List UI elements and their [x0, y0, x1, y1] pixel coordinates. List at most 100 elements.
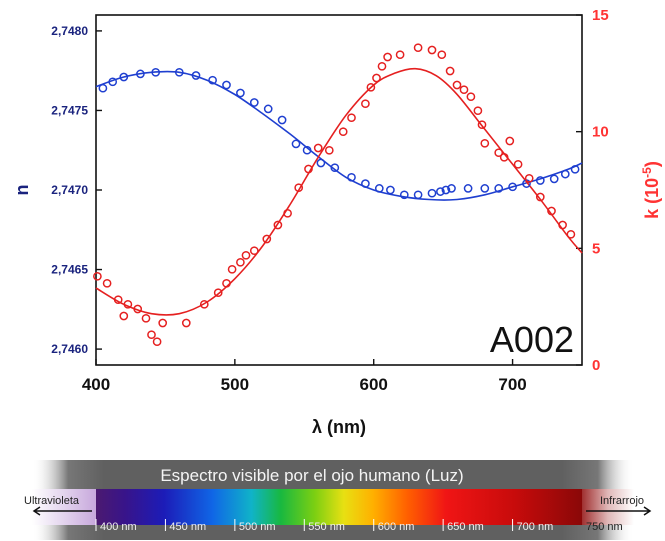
- data-point-n: [374, 184, 384, 193]
- data-point-n: [119, 72, 129, 82]
- data-point-n: [361, 179, 370, 188]
- data-point-n: [399, 190, 409, 200]
- data-point-n: [441, 185, 451, 195]
- data-point-n: [386, 185, 395, 195]
- data-point-n: [151, 67, 161, 77]
- data-point-n: [174, 67, 184, 77]
- data-point-k: [158, 318, 168, 328]
- infrared-label: Infrarrojo: [600, 495, 644, 507]
- infrared-arrow-icon: [586, 506, 652, 516]
- spectrum-wavelength-labels: 400 nm 450 nm 500 nm 550 nm 600 nm 650 nm 700 …: [95, 519, 554, 533]
- spectrum-nm-label: 500 nm: [239, 521, 276, 533]
- data-point-n: [463, 184, 473, 193]
- data-point-k: [377, 61, 387, 71]
- y-left-tick-label: 2,7470: [51, 183, 88, 197]
- data-point-k: [466, 92, 476, 102]
- spectrum-nm-label: 600 nm: [378, 521, 415, 533]
- y-right-title-exp: -5: [640, 167, 654, 178]
- data-point-n: [436, 187, 445, 196]
- y-right-tick-label: 10: [592, 124, 609, 141]
- data-point-n: [191, 71, 201, 80]
- data-point-k: [133, 304, 143, 314]
- x-tick-label: 600: [360, 375, 388, 394]
- data-point-k: [480, 138, 490, 148]
- data-point-k: [427, 45, 437, 55]
- data-point-n: [277, 115, 287, 125]
- data-point-k: [459, 85, 469, 95]
- data-point-n: [347, 172, 356, 182]
- data-markers: [93, 43, 580, 347]
- data-point-n: [236, 88, 245, 98]
- data-point-k: [181, 318, 191, 328]
- data-point-k: [119, 311, 129, 321]
- x-tick-label: 700: [498, 375, 526, 394]
- data-point-k: [383, 52, 392, 62]
- data-point-n: [136, 69, 145, 79]
- data-point-k: [294, 183, 304, 193]
- spectrum-nm-label: 650 nm: [447, 521, 484, 533]
- data-point-k: [338, 127, 348, 137]
- left-y-ticks: 2,7460 2,7465 2,7470 2,7475 2,7480: [51, 24, 102, 356]
- spectrum-nm-label: 550 nm: [308, 521, 345, 533]
- visible-spectrum: Espectro visible por el ojo humano (Luz)…: [24, 460, 652, 540]
- spectrum-nm-label: 400 nm: [100, 521, 137, 533]
- spectrum-title: Espectro visible por el ojo humano (Luz): [160, 466, 463, 485]
- data-point-k: [499, 152, 509, 162]
- data-point-n: [330, 163, 340, 173]
- data-point-k: [547, 206, 556, 216]
- data-point-k: [473, 106, 483, 116]
- data-point-n: [316, 158, 326, 168]
- data-point-k: [123, 299, 133, 309]
- data-point-k: [445, 66, 455, 76]
- data-point-k: [477, 120, 487, 130]
- data-point-k: [452, 80, 462, 90]
- data-point-k: [535, 192, 545, 202]
- data-point-n: [494, 184, 504, 193]
- x-tick-label: 400: [82, 375, 110, 394]
- data-point-k: [361, 99, 370, 109]
- data-point-k: [93, 271, 102, 281]
- data-point-n: [413, 190, 423, 200]
- y-left-tick-label: 2,7475: [51, 103, 88, 117]
- ultraviolet-label: Ultravioleta: [24, 495, 80, 507]
- data-point-k: [366, 82, 376, 92]
- x-tick-label: 500: [221, 375, 249, 394]
- data-point-k: [262, 234, 272, 244]
- data-point-k: [313, 143, 323, 153]
- data-point-k: [273, 220, 283, 230]
- data-point-k: [141, 313, 151, 323]
- data-point-k: [236, 257, 245, 267]
- data-point-k: [324, 145, 334, 155]
- y-left-axis-title: n: [12, 185, 32, 196]
- data-point-k: [152, 337, 162, 347]
- data-point-k: [147, 330, 156, 340]
- data-point-k: [113, 295, 123, 305]
- sample-label: A002: [490, 319, 574, 360]
- data-point-k: [227, 264, 237, 274]
- spectrum-nm-label: 700 nm: [517, 521, 554, 533]
- y-left-tick-label: 2,7465: [51, 263, 88, 277]
- data-point-k: [395, 50, 405, 60]
- data-point-k: [283, 208, 292, 218]
- spectrum-ir-band: [582, 489, 634, 525]
- data-point-n: [549, 174, 559, 184]
- data-point-n: [535, 176, 545, 185]
- ultraviolet-arrow-icon: [32, 506, 92, 516]
- spectrum-color-bar: [96, 489, 582, 525]
- spectrum-end-label: 750 nm: [586, 521, 623, 533]
- data-point-n: [560, 169, 570, 179]
- y-right-tick-label: 15: [592, 7, 609, 24]
- spectrum-uv-band: [32, 489, 96, 525]
- fit-line-k: [95, 67, 583, 316]
- data-point-k: [304, 164, 313, 174]
- data-point-k: [566, 229, 576, 239]
- data-point-k: [347, 113, 356, 123]
- x-axis-title: λ (nm): [312, 417, 366, 437]
- y-right-title-base: k (10: [642, 178, 662, 219]
- y-right-title-close: ): [642, 161, 662, 167]
- data-point-k: [494, 148, 504, 158]
- y-right-tick-label: 5: [592, 240, 600, 257]
- fit-lines: [95, 67, 583, 316]
- x-ticks: 400 500 600 700: [82, 359, 527, 394]
